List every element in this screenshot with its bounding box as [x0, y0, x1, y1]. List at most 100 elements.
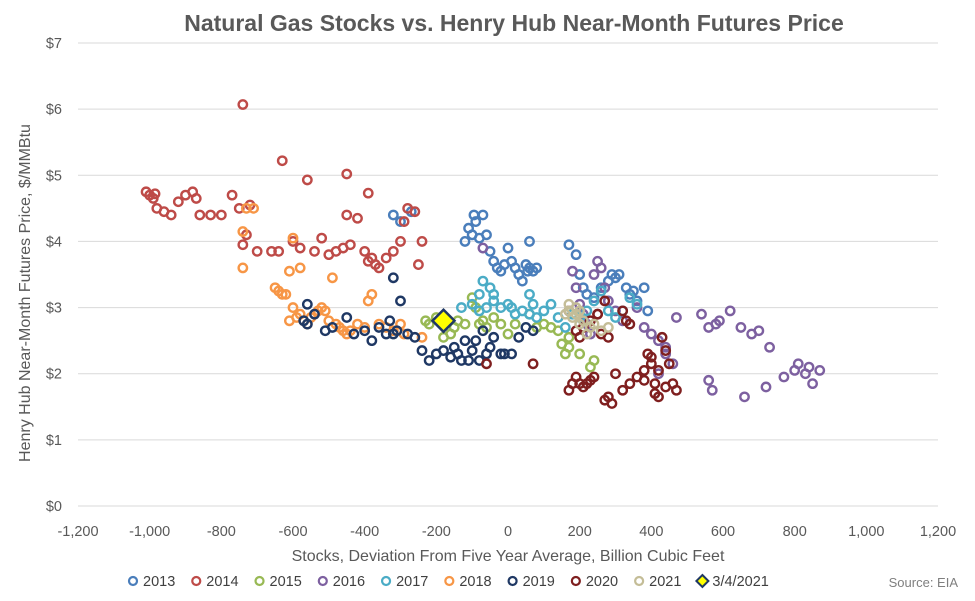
data-point	[588, 371, 600, 383]
legend-item: 2019	[507, 574, 555, 590]
data-point	[588, 355, 600, 366]
data-point	[233, 202, 245, 214]
legend-label: 2018	[459, 574, 491, 590]
data-point	[624, 292, 636, 304]
data-point	[359, 325, 371, 337]
data-point	[309, 308, 320, 320]
data-point	[610, 305, 621, 317]
data-point	[581, 305, 593, 317]
data-point	[284, 265, 295, 277]
data-point	[395, 295, 406, 307]
data-point	[527, 358, 539, 370]
x-tick-label: 800	[783, 524, 807, 540]
data-point	[416, 236, 428, 247]
y-tick-label: $3	[46, 301, 62, 317]
data-point	[602, 322, 614, 333]
data-point	[481, 302, 492, 313]
x-tick-label: 600	[711, 524, 735, 540]
x-tick-label: -400	[350, 524, 379, 540]
data-point	[280, 288, 292, 300]
data-point	[671, 384, 682, 396]
chart-title: Natural Gas Stocks vs. Henry Hub Near-Mo…	[184, 10, 844, 36]
data-point	[149, 188, 161, 200]
data-point	[438, 345, 449, 356]
data-point	[671, 312, 682, 323]
data-point	[703, 374, 715, 386]
data-point	[595, 285, 607, 297]
data-point	[602, 331, 614, 343]
legend-marker	[694, 573, 710, 589]
legend-marker	[191, 575, 202, 587]
y-axis-ticks: $0 $1 $2 $3 $4 $5 $6 $7	[46, 36, 62, 515]
data-point	[341, 312, 353, 323]
data-point	[638, 374, 650, 386]
data-point	[373, 322, 385, 333]
data-point	[735, 322, 747, 333]
data-point	[574, 348, 586, 360]
data-point	[477, 242, 489, 254]
legend-marker	[634, 575, 645, 587]
data-point	[319, 305, 331, 317]
data-point	[456, 355, 467, 366]
data-point	[516, 275, 528, 287]
data-point	[416, 345, 428, 356]
data-point	[807, 378, 818, 390]
data-point	[463, 355, 474, 366]
x-axis-ticks: -1,200 -1,000 -800 -600 -400 -200 0 200 400 600 80…	[57, 524, 956, 540]
legend: 2013 2014 2015 2016 2017 2018 2019 2020 2021 3/4/…	[127, 573, 769, 590]
legend-marker	[570, 575, 581, 587]
data-point	[165, 209, 177, 221]
data-point	[251, 245, 263, 257]
legend-label: 2017	[396, 574, 428, 590]
data-point	[466, 345, 478, 356]
series-2021	[559, 298, 614, 340]
data-point	[387, 245, 399, 257]
data-point	[764, 341, 775, 353]
data-point	[502, 242, 514, 254]
legend-item: 2015	[254, 574, 302, 590]
y-tick-label: $5	[46, 168, 62, 184]
data-point	[266, 245, 277, 257]
data-point	[276, 288, 288, 300]
data-point	[610, 368, 621, 380]
data-point	[570, 282, 582, 294]
data-point	[373, 262, 385, 274]
data-point	[215, 209, 227, 221]
x-tick-label: 1,000	[848, 524, 884, 540]
data-point	[513, 331, 525, 343]
data-point	[696, 308, 707, 320]
data-point	[613, 269, 625, 280]
legend-label: 2015	[270, 574, 302, 590]
x-tick-label: -1,000	[129, 524, 170, 540]
data-point	[477, 325, 489, 337]
y-tick-label: $1	[46, 433, 62, 449]
data-point	[362, 187, 374, 199]
data-point	[574, 305, 586, 317]
data-point	[294, 262, 306, 274]
data-point	[667, 358, 679, 370]
y-tick-label: $0	[46, 499, 62, 515]
x-tick-label: 200	[568, 524, 592, 540]
data-point	[524, 288, 535, 300]
legend-marker	[380, 575, 392, 587]
y-tick-label: $4	[46, 234, 62, 250]
data-point	[527, 325, 539, 337]
data-point	[624, 378, 636, 390]
data-point	[645, 328, 657, 340]
data-point	[585, 328, 596, 340]
data-point	[563, 341, 575, 353]
data-point	[506, 348, 517, 360]
legend-item: 2016	[317, 574, 365, 590]
data-point	[495, 348, 507, 360]
data-point	[380, 328, 392, 340]
data-point	[456, 302, 467, 313]
data-point	[226, 189, 238, 201]
data-point	[416, 331, 428, 343]
data-point	[391, 325, 403, 337]
data-point	[638, 282, 650, 294]
series-2020	[481, 295, 682, 409]
data-point	[341, 209, 353, 221]
data-point	[488, 295, 500, 307]
data-point	[778, 371, 790, 383]
data-point	[588, 295, 600, 307]
